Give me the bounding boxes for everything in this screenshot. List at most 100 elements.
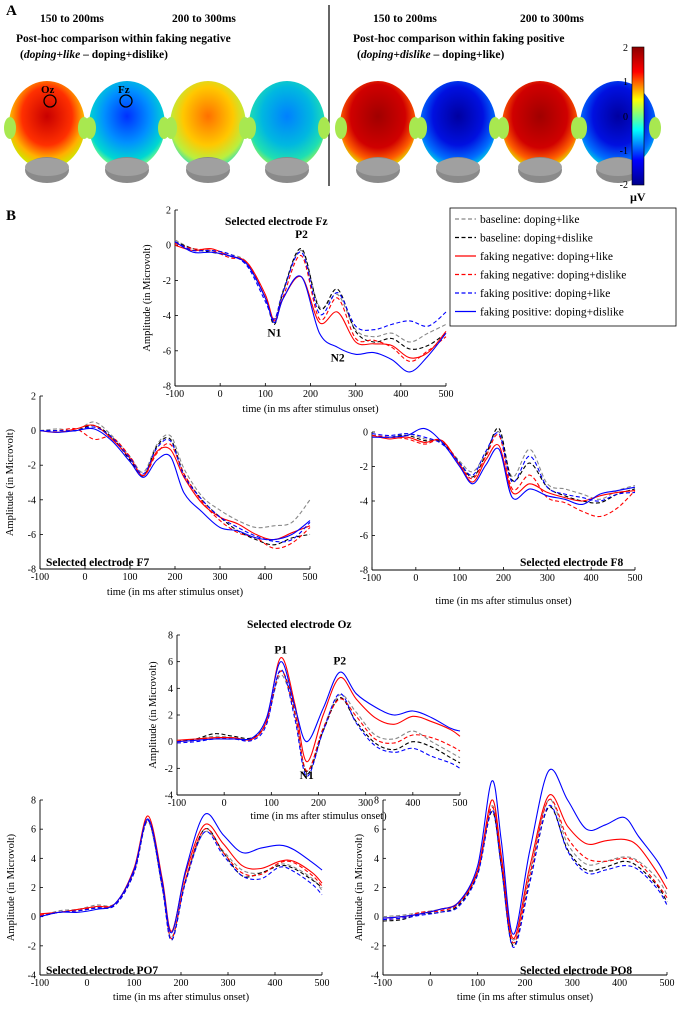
x-axis-label: time (in ms after stimulus onset) bbox=[113, 992, 250, 1003]
legend: baseline: doping+like baseline: doping+di… bbox=[449, 207, 677, 327]
ear-left bbox=[165, 117, 177, 139]
legend-entry-6: faking positive: doping+dislike bbox=[455, 307, 624, 319]
head-pos-150-200-front bbox=[415, 81, 501, 183]
left-time-label-1: 150 to 200ms bbox=[40, 13, 104, 25]
neck-top bbox=[25, 158, 69, 176]
x-tick-label: -100 bbox=[31, 978, 49, 989]
head-neg-150-200-fz bbox=[84, 81, 170, 183]
right-group-title-line1: Post-hoc comparison within faking positi… bbox=[353, 33, 565, 45]
y-tick-label: -2 bbox=[28, 941, 36, 952]
x-tick-label: -100 bbox=[374, 978, 392, 989]
x-tick-label: 400 bbox=[393, 389, 408, 400]
series-line-6 bbox=[382, 768, 668, 935]
series-line-5 bbox=[382, 805, 668, 948]
legend-entry-1: baseline: doping+like bbox=[455, 214, 579, 226]
x-tick-label: 500 bbox=[439, 389, 454, 400]
y-tick-label: -4 bbox=[163, 311, 171, 322]
series-line-3 bbox=[39, 815, 323, 932]
x-tick-label: 0 bbox=[413, 573, 418, 584]
panel-a: A 150 to 200ms 200 to 300ms Post-hoc com… bbox=[4, 3, 661, 204]
x-tick-label: 100 bbox=[452, 573, 467, 584]
series-line-6 bbox=[371, 427, 636, 506]
series-line-3 bbox=[382, 794, 668, 940]
neck-top bbox=[436, 158, 480, 176]
x-tick-label: 0 bbox=[85, 978, 90, 989]
chart-f8: -100 0 100 200 300 400 500 0 -2 -4 -6 -8 time (in ms… bbox=[360, 428, 643, 608]
x-tick-label: 500 bbox=[303, 572, 318, 583]
electrode-oz-marker bbox=[43, 94, 57, 108]
x-tick-label: 300 bbox=[358, 798, 373, 809]
left-group-title-line2: (doping+like – doping+dislike) bbox=[20, 49, 168, 61]
series-line-5 bbox=[371, 432, 636, 502]
neck-top bbox=[105, 158, 149, 176]
head-pos-150-200-back bbox=[335, 81, 421, 183]
peak-label-n2: N2 bbox=[331, 352, 345, 364]
x-tick-label: 200 bbox=[168, 572, 183, 583]
y-tick-label: -2 bbox=[28, 461, 36, 472]
y-tick-label: 2 bbox=[374, 883, 379, 894]
series-line-5 bbox=[39, 819, 323, 941]
y-tick-label: 8 bbox=[31, 796, 36, 807]
y-tick-label: 0 bbox=[168, 737, 173, 748]
x-tick-label: 500 bbox=[660, 978, 675, 989]
series-line-6 bbox=[39, 813, 323, 934]
y-tick-label: -4 bbox=[28, 971, 36, 982]
y-tick-label: 2 bbox=[166, 206, 171, 217]
x-axis-label: time (in ms after stimulus onset) bbox=[435, 596, 572, 607]
chart-title: Selected electrode Oz bbox=[247, 619, 352, 631]
x-tick-label: 200 bbox=[174, 978, 189, 989]
legend-label: faking negative: doping+like bbox=[480, 251, 613, 263]
ear-right bbox=[649, 117, 661, 139]
x-tick-label: 100 bbox=[123, 572, 138, 583]
y-tick-label: 0 bbox=[166, 241, 171, 252]
ear-left bbox=[497, 117, 509, 139]
y-tick-label: -6 bbox=[28, 530, 36, 541]
y-tick-label: 0 bbox=[31, 426, 36, 437]
x-tick-label: 200 bbox=[518, 978, 533, 989]
scalp-surface bbox=[502, 81, 578, 169]
y-tick-label: 4 bbox=[31, 854, 36, 865]
x-tick-label: 200 bbox=[311, 798, 326, 809]
panel-a-label: A bbox=[6, 3, 17, 19]
peak-label-p2: P2 bbox=[333, 655, 346, 667]
head-neg-200-300-front bbox=[244, 81, 330, 183]
series-line-6 bbox=[174, 241, 447, 373]
head-pos-200-300-front bbox=[575, 81, 661, 183]
scalp-surface bbox=[420, 81, 496, 169]
x-tick-label: 300 bbox=[565, 978, 580, 989]
series-line-6 bbox=[39, 427, 311, 541]
y-tick-label: -2 bbox=[163, 276, 171, 287]
scalp-surface bbox=[249, 81, 325, 169]
x-tick-label: 0 bbox=[428, 978, 433, 989]
series-line-4 bbox=[39, 427, 311, 549]
legend-label: baseline: doping+like bbox=[480, 214, 579, 226]
y-tick-label: 4 bbox=[168, 684, 173, 695]
x-tick-label: 300 bbox=[221, 978, 236, 989]
neck-top bbox=[518, 158, 562, 176]
y-axis-label: Amplitude (in Microvolt) bbox=[5, 428, 16, 536]
ear-left bbox=[244, 117, 256, 139]
y-tick-label: -4 bbox=[165, 791, 173, 802]
x-tick-label: 400 bbox=[612, 978, 627, 989]
neck-top bbox=[356, 158, 400, 176]
series-line-4 bbox=[382, 798, 668, 944]
neck-top bbox=[596, 158, 640, 176]
scalp-maps: Oz Fz bbox=[4, 81, 661, 183]
y-tick-label: -2 bbox=[165, 764, 173, 775]
x-tick-label: 300 bbox=[540, 573, 555, 584]
ear-left bbox=[4, 117, 16, 139]
chart-oz: -100 0 100 200 300 400 500 8 6 4 2 0 -2 -4 time (in ms… bbox=[148, 619, 468, 822]
series-line-3 bbox=[371, 434, 636, 502]
x-axis-label: time (in ms after stimulus onset) bbox=[242, 404, 379, 415]
x-tick-label: 500 bbox=[628, 573, 643, 584]
peak-label-n1: N1 bbox=[267, 328, 281, 340]
legend-entry-2: baseline: doping+dislike bbox=[455, 233, 593, 245]
x-tick-label: 100 bbox=[127, 978, 142, 989]
scalp-surface bbox=[170, 81, 246, 169]
x-axis-label: time (in ms after stimulus onset) bbox=[107, 587, 244, 598]
ear-right bbox=[318, 117, 330, 139]
left-time-label-2: 200 to 300ms bbox=[172, 13, 236, 25]
x-tick-label: 0 bbox=[222, 798, 227, 809]
ear-left bbox=[335, 117, 347, 139]
colorbar-tick-0: 0 bbox=[623, 112, 628, 123]
